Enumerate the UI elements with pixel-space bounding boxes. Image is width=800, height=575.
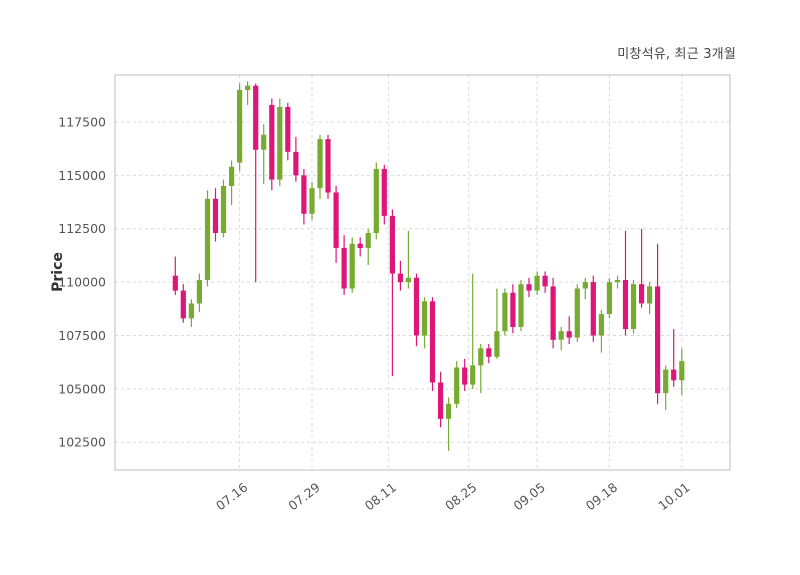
candle-body [188,303,194,319]
candle-body [229,166,235,186]
candle-body [325,139,331,193]
candle-body [606,282,612,315]
candle-body [534,275,540,291]
candle-body [357,243,363,248]
candle-body [486,348,492,357]
candle-body [478,348,484,366]
candle-body [269,104,275,180]
candle-body [470,365,476,385]
candle-body [446,403,452,419]
svg-text:105000: 105000 [58,381,106,396]
candle-body [212,198,219,233]
candle-body [172,275,178,291]
candle-body [574,288,580,338]
candle-body [277,107,283,180]
svg-text:08.11: 08.11 [362,480,399,514]
svg-text:10.01: 10.01 [655,480,692,514]
candle-body [622,280,629,330]
candle-body [405,277,411,283]
svg-text:107500: 107500 [58,328,106,343]
candle-body [397,273,403,283]
candle-body [317,139,323,189]
chart-title: 미창석유, 최근 3개월 [617,47,736,62]
candle-body [237,89,243,163]
candle-body [671,369,677,381]
candle-body [558,331,564,340]
candle-body [494,331,500,357]
candle-body [204,198,211,280]
candle-body [253,85,259,150]
svg-text:07.29: 07.29 [285,480,322,514]
candle-body [639,284,645,304]
candle-body [220,186,227,233]
candle-body [510,292,516,327]
candle-body [333,192,339,248]
y-tick-labels: 102500 105000 107500 110000 112500 115000 1175… [58,115,106,450]
candle-body [542,275,548,287]
candle-body [526,284,532,291]
candle-body [349,243,355,289]
candle-body [389,215,395,274]
svg-text:112500: 112500 [58,221,106,236]
candle-body [421,301,428,336]
candle-body [381,168,387,216]
candle-body [365,233,371,248]
candle-body [566,331,572,338]
candle-body [373,168,379,233]
svg-text:110000: 110000 [58,275,106,290]
svg-text:115000: 115000 [58,168,106,183]
candle-body [413,277,420,336]
candle-body [429,301,436,383]
candle-body [502,292,508,332]
candle-body [285,107,291,152]
candle-body [245,85,251,90]
candle-body [454,367,460,404]
candle-body [196,280,202,304]
candle-body [630,284,637,329]
candle-body [655,286,661,394]
svg-text:08.25: 08.25 [442,480,479,514]
candle-body [293,151,299,176]
svg-text:102500: 102500 [58,435,106,450]
candle-body [438,382,444,419]
candle-body [341,247,347,289]
plot-border [114,74,731,471]
candle-body [582,282,588,289]
svg-text:07.16: 07.16 [213,480,250,514]
candle-body [180,290,186,319]
candle-body [679,361,685,381]
svg-text:09.05: 09.05 [511,480,548,514]
svg-text:09.18: 09.18 [583,480,620,514]
candle-body [550,286,556,340]
candle-body [518,284,524,327]
svg-text:117500: 117500 [58,115,106,130]
candle-body [598,314,604,336]
candle-body [614,280,621,283]
plot-area [115,75,730,470]
candle-body [301,175,307,214]
candle-body [663,369,669,394]
x-tick-labels: 07.16 07.29 08.11 08.25 09.05 09.18 10.01 [213,480,693,514]
candle-body [647,286,653,304]
candle-body [462,367,468,385]
candle-body [590,282,596,336]
candle-body [261,134,267,150]
candles [172,81,685,451]
candle-body [309,188,315,214]
